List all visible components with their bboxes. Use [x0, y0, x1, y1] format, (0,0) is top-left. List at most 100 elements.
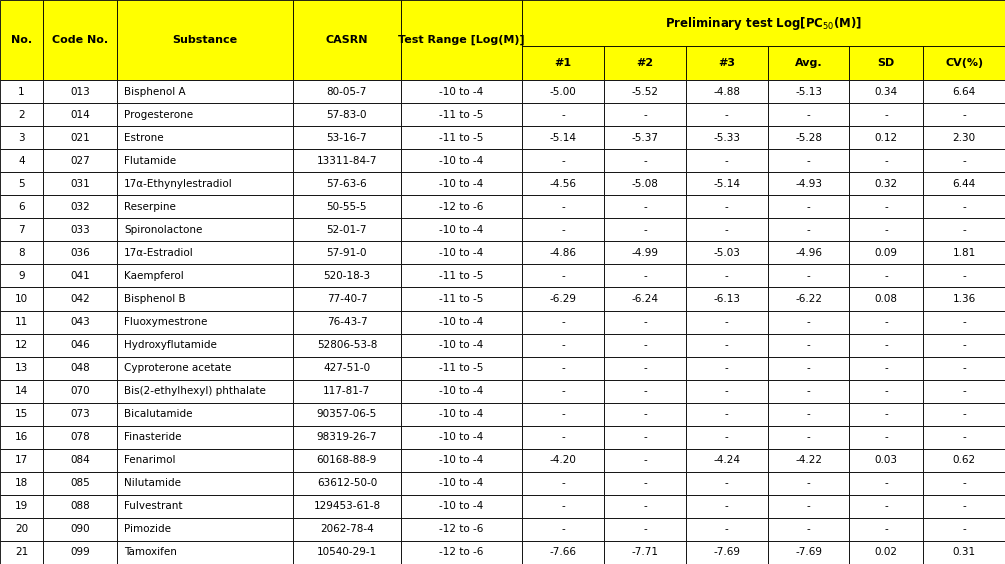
Bar: [604, 518, 685, 541]
Bar: [0, 103, 43, 126]
Text: 070: 070: [70, 386, 89, 396]
Text: Code No.: Code No.: [52, 35, 109, 45]
Bar: [685, 80, 768, 103]
Bar: [685, 356, 768, 380]
Bar: [401, 356, 523, 380]
Text: CV(%): CV(%): [945, 58, 983, 68]
Bar: [849, 46, 924, 80]
Bar: [293, 333, 401, 356]
Text: 090: 090: [70, 525, 89, 535]
Text: 4: 4: [18, 156, 25, 166]
Bar: [43, 103, 117, 126]
Text: -: -: [725, 478, 729, 488]
Text: -10 to -4: -10 to -4: [439, 478, 483, 488]
Text: -: -: [725, 156, 729, 166]
Text: -: -: [643, 432, 647, 442]
Bar: [768, 333, 849, 356]
Bar: [0, 472, 43, 495]
Text: Finasteride: Finasteride: [124, 432, 182, 442]
Text: -: -: [884, 525, 888, 535]
Text: 0.08: 0.08: [874, 294, 897, 304]
Text: 041: 041: [70, 271, 89, 281]
Bar: [43, 472, 117, 495]
Text: -4.88: -4.88: [714, 87, 741, 96]
Text: -: -: [884, 432, 888, 442]
Bar: [117, 288, 293, 311]
Bar: [401, 403, 523, 426]
Bar: [293, 541, 401, 564]
Text: Reserpine: Reserpine: [124, 202, 176, 212]
Bar: [43, 172, 117, 195]
Bar: [401, 80, 523, 103]
Bar: [924, 311, 1005, 333]
Text: -: -: [807, 478, 810, 488]
Text: 50-55-5: 50-55-5: [327, 202, 367, 212]
Bar: [685, 403, 768, 426]
Text: 046: 046: [70, 340, 89, 350]
Bar: [849, 449, 924, 472]
Text: 17α-Estradiol: 17α-Estradiol: [124, 248, 194, 258]
Text: 57-83-0: 57-83-0: [327, 109, 367, 120]
Bar: [293, 80, 401, 103]
Text: 17: 17: [15, 455, 28, 465]
Text: -10 to -4: -10 to -4: [439, 455, 483, 465]
Text: Estrone: Estrone: [124, 133, 164, 143]
Bar: [523, 241, 604, 265]
Bar: [401, 265, 523, 288]
Text: -11 to -5: -11 to -5: [439, 133, 483, 143]
Text: -10 to -4: -10 to -4: [439, 317, 483, 327]
Text: Spironolactone: Spironolactone: [124, 225, 202, 235]
Bar: [849, 426, 924, 449]
Text: 14: 14: [15, 386, 28, 396]
Bar: [401, 241, 523, 265]
Text: -: -: [562, 386, 565, 396]
Text: 084: 084: [70, 455, 89, 465]
Text: Progesterone: Progesterone: [124, 109, 193, 120]
Text: -7.71: -7.71: [631, 548, 658, 557]
Text: -5.14: -5.14: [714, 179, 741, 189]
Bar: [523, 103, 604, 126]
Bar: [117, 356, 293, 380]
Bar: [43, 195, 117, 218]
Text: -: -: [725, 525, 729, 535]
Text: 036: 036: [70, 248, 89, 258]
Bar: [117, 541, 293, 564]
Bar: [768, 46, 849, 80]
Bar: [117, 218, 293, 241]
Text: -: -: [884, 271, 888, 281]
Bar: [604, 149, 685, 172]
Bar: [924, 356, 1005, 380]
Bar: [0, 195, 43, 218]
Text: 3: 3: [18, 133, 25, 143]
Text: 7: 7: [18, 225, 25, 235]
Bar: [768, 472, 849, 495]
Bar: [293, 288, 401, 311]
Bar: [924, 541, 1005, 564]
Text: -: -: [962, 409, 966, 419]
Text: -: -: [643, 386, 647, 396]
Bar: [401, 149, 523, 172]
Text: Preliminary test Log[PC$_{50}$(M)]: Preliminary test Log[PC$_{50}$(M)]: [665, 15, 862, 32]
Text: -: -: [884, 225, 888, 235]
Text: Bisphenol A: Bisphenol A: [124, 87, 186, 96]
Bar: [43, 288, 117, 311]
Text: 90357-06-5: 90357-06-5: [317, 409, 377, 419]
Bar: [604, 403, 685, 426]
Bar: [685, 426, 768, 449]
Text: 1: 1: [18, 87, 25, 96]
Bar: [523, 472, 604, 495]
Text: 021: 021: [70, 133, 89, 143]
Text: 048: 048: [70, 363, 89, 373]
Text: -: -: [725, 225, 729, 235]
Bar: [924, 195, 1005, 218]
Bar: [401, 449, 523, 472]
Text: 53-16-7: 53-16-7: [327, 133, 367, 143]
Text: Cyproterone acetate: Cyproterone acetate: [124, 363, 231, 373]
Bar: [401, 311, 523, 333]
Bar: [293, 356, 401, 380]
Bar: [117, 403, 293, 426]
Bar: [43, 311, 117, 333]
Bar: [401, 172, 523, 195]
Text: -: -: [562, 156, 565, 166]
Bar: [768, 449, 849, 472]
